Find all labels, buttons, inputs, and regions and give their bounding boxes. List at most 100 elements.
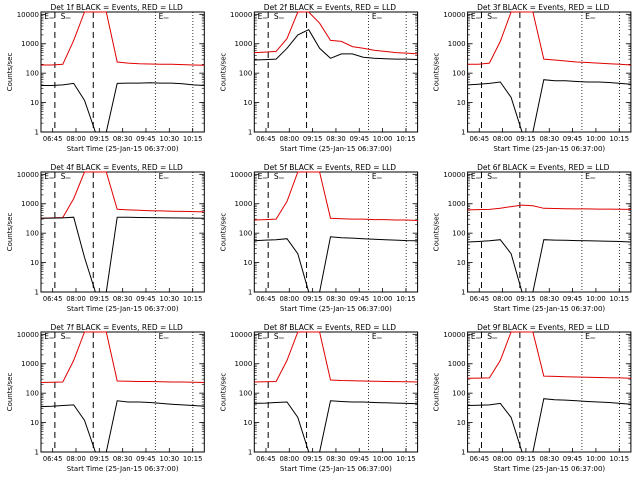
event-marker-label: E (44, 172, 49, 181)
event-marker-label: E (258, 172, 263, 181)
x-tick-label: 08:00 (493, 135, 513, 143)
chart-panel-7: Det 7f BLACK = Events, RED = LLD 1 10 100 10… (6, 323, 205, 473)
events-series-line (254, 236, 418, 293)
x-tick-label: 08:00 (279, 455, 299, 463)
y-tick-label: 10000 (17, 11, 39, 19)
chart-title: Det 8f BLACK = Events, RED = LLD (264, 323, 397, 332)
x-tick-label: 08:00 (279, 295, 299, 303)
y-tick-label: 100 (239, 390, 252, 398)
plot-frame (467, 331, 632, 453)
chart-panel-5: Det 5f BLACK = Events, RED = LLD 1 10 100 10… (219, 163, 419, 313)
lld-series-line (254, 11, 418, 55)
x-tick-label: 06:45 (256, 135, 276, 143)
event-marker-label: E (471, 332, 476, 341)
chart-panel-2: Det 2f BLACK = Events, RED = LLD 1 10 100 10… (219, 3, 419, 153)
y-tick-label: 1 (248, 449, 252, 457)
event-marker-label: E (258, 332, 263, 341)
x-tick-label: 08:30 (539, 295, 559, 303)
y-tick-label: 10 (457, 419, 466, 427)
lld-series-line (467, 11, 631, 66)
plot-frame (253, 171, 419, 293)
x-tick-label: 09:15 (516, 455, 536, 463)
x-axis-label: Start Time (25-Jan-15 06:37:00) (493, 465, 605, 473)
x-tick-label: 06:45 (469, 295, 489, 303)
chart-title: Det 2f BLACK = Events, RED = LLD (264, 3, 397, 12)
lld-series-line (254, 331, 418, 383)
event-marker-label: S (487, 12, 492, 21)
x-tick-label: 10:00 (586, 295, 606, 303)
y-tick-label: 1000 (448, 200, 466, 208)
lld-series-line (40, 171, 205, 219)
chart-title: Det 3f BLACK = Events, RED = LLD (477, 3, 610, 12)
y-tick-label: 10 (243, 99, 252, 107)
x-axis-label: Start Time (25-Jan-15 06:37:00) (280, 145, 392, 153)
x-tick-label: 09:45 (136, 135, 156, 143)
event-marker-label: E (372, 12, 377, 21)
chart-title: Det 4f BLACK = Events, RED = LLD (51, 163, 184, 172)
x-tick-label: 08:00 (66, 295, 86, 303)
y-tick-label: 10000 (230, 171, 252, 179)
x-tick-label: 06:45 (256, 295, 276, 303)
event-marker-label: S (61, 172, 66, 181)
y-tick-label: 1000 (21, 200, 39, 208)
x-tick-label: 08:30 (113, 135, 133, 143)
x-tick-label: 09:45 (563, 295, 583, 303)
y-tick-label: 10000 (230, 11, 252, 19)
x-axis-label: Start Time (25-Jan-15 06:37:00) (280, 305, 392, 313)
x-tick-label: 06:45 (43, 295, 63, 303)
x-tick-label: 08:00 (66, 455, 86, 463)
y-tick-label: 10000 (230, 331, 252, 339)
y-tick-label: 1 (35, 129, 39, 137)
x-tick-label: 10:15 (396, 295, 416, 303)
lld-series-line (254, 171, 418, 221)
y-tick-label: 1 (461, 289, 465, 297)
x-tick-label: 08:30 (539, 135, 559, 143)
x-tick-label: 09:45 (136, 455, 156, 463)
y-axis-label: Counts/sec (433, 53, 441, 92)
plot-frame (40, 171, 205, 293)
x-axis-label: Start Time (25-Jan-15 06:37:00) (67, 305, 179, 313)
x-tick-label: 10:15 (609, 295, 629, 303)
plot-frame (40, 11, 205, 133)
x-tick-label: 08:00 (279, 135, 299, 143)
x-tick-label: 10:30 (160, 135, 180, 143)
y-tick-label: 1000 (234, 360, 252, 368)
event-marker-label: E (585, 332, 590, 341)
chart-panel-9: Det 9f BLACK = Events, RED = LLD 1 10 100 10… (433, 323, 632, 473)
chart-panel-1: Det 1f BLACK = Events, RED = LLD 1 10 100 10… (6, 3, 205, 153)
x-tick-label: 09:15 (516, 135, 536, 143)
y-axis-label: Counts/sec (433, 213, 441, 252)
x-tick-label: 09:15 (303, 135, 323, 143)
y-axis-label: Counts/sec (219, 213, 227, 252)
x-axis-label: Start Time (25-Jan-15 06:37:00) (67, 465, 179, 473)
events-series-line (254, 29, 418, 61)
y-tick-label: 1 (461, 129, 465, 137)
x-tick-label: 09:15 (90, 455, 110, 463)
y-tick-label: 10000 (443, 11, 465, 19)
x-tick-label: 09:15 (303, 455, 323, 463)
y-tick-label: 100 (452, 230, 465, 238)
x-tick-label: 08:00 (493, 455, 513, 463)
lld-series-line (467, 204, 631, 211)
event-marker-label: S (487, 332, 492, 341)
event-marker-label: E (585, 12, 590, 21)
x-tick-label: 10:30 (160, 295, 180, 303)
y-tick-label: 10 (243, 259, 252, 267)
event-marker-label: E (471, 12, 476, 21)
x-tick-label: 06:45 (469, 455, 489, 463)
event-marker-label: E (159, 172, 164, 181)
x-tick-label: 10:15 (609, 455, 629, 463)
y-tick-label: 1 (35, 289, 39, 297)
x-tick-label: 09:45 (563, 455, 583, 463)
events-series-line (467, 398, 631, 453)
y-tick-label: 10000 (17, 331, 39, 339)
y-axis-label: Counts/sec (6, 373, 14, 412)
x-tick-label: 09:45 (349, 295, 369, 303)
y-tick-label: 10 (30, 99, 39, 107)
chart-panel-4: Det 4f BLACK = Events, RED = LLD 1 10 100 10… (6, 163, 205, 313)
chart-title: Det 5f BLACK = Events, RED = LLD (264, 163, 397, 172)
x-tick-label: 09:45 (563, 135, 583, 143)
y-tick-label: 10 (30, 259, 39, 267)
x-tick-label: 06:45 (256, 455, 276, 463)
y-tick-label: 1000 (234, 40, 252, 48)
